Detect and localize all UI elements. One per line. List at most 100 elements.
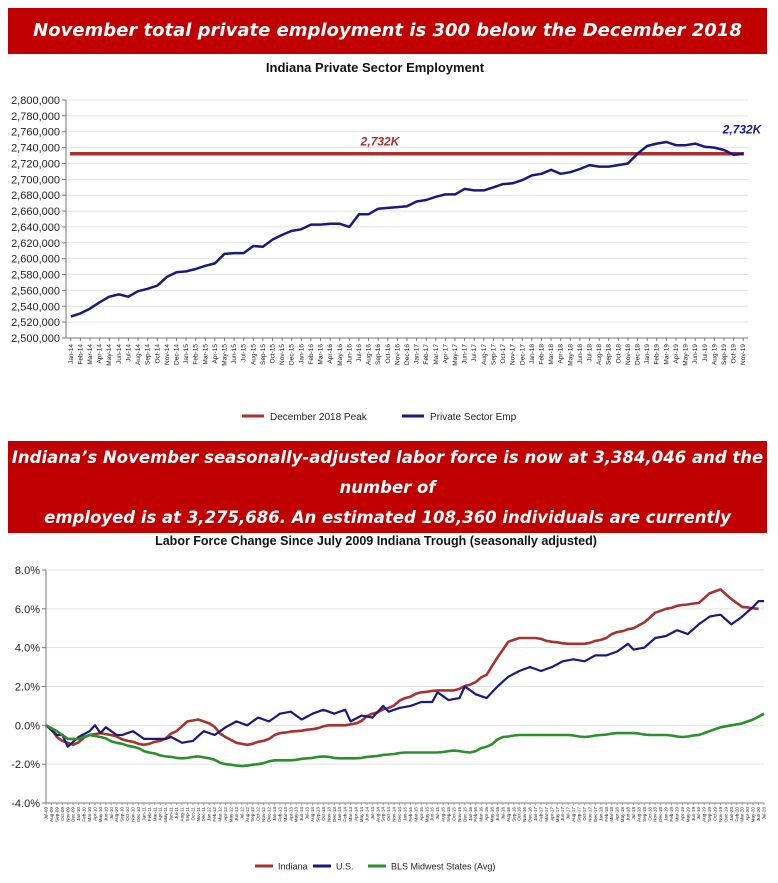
x-tick-label: Oct-19 [731, 344, 738, 364]
banner-line-3: and seeking employment. [267, 568, 508, 587]
x-tick-label: Aug-10 [114, 807, 119, 822]
x-tick-label: Jul-15 [435, 807, 440, 820]
x-tick-label: Apr-19 [680, 807, 685, 821]
x-tick-label: Nov-12 [261, 807, 266, 822]
x-tick-label: Nov-15 [279, 344, 286, 365]
x-tick-label: Jan-10 [76, 807, 81, 821]
x-tick-label: Jul-19 [702, 344, 709, 362]
x-tick-label: Sep-09 [54, 807, 59, 822]
x-tick-label: Jun-12 [234, 807, 239, 821]
x-tick-label: May-13 [294, 807, 299, 823]
x-tick-label: Dec-13 [332, 807, 337, 822]
x-tick-label: Aug-19 [711, 344, 718, 365]
x-tick-label: Aug-15 [441, 807, 446, 822]
x-tick-label: Dec-11 [201, 807, 206, 822]
x-tick-label: Nov-19 [718, 807, 723, 822]
x-tick-label: Dec-19 [723, 807, 728, 822]
x-tick-label: Jun-14 [116, 344, 123, 364]
x-tick-label: Jul-17 [566, 807, 571, 820]
x-tick-label: Dec-17 [593, 807, 598, 822]
x-tick-label: Aug-18 [636, 807, 641, 822]
x-tick-label: Nov-09 [65, 807, 70, 822]
x-tick-label: Sep-12 [250, 807, 255, 822]
x-tick-label: Oct-17 [500, 344, 507, 364]
x-tick-label: Dec-14 [397, 807, 402, 822]
series-line-u-s [45, 599, 764, 748]
x-tick-label: Mar-12 [218, 807, 223, 822]
x-tick-label: Mar-11 [152, 807, 157, 822]
x-tick-label: May-20 [751, 807, 756, 823]
x-tick-label: Sep-13 [315, 807, 320, 822]
x-tick-label: Apr-18 [615, 807, 620, 821]
chart-title: Indiana Private Sector Employment [266, 60, 485, 75]
y-tick-label: 2,760,000 [11, 127, 60, 139]
chart-title: Labor Force Change Since July 2009 India… [155, 534, 597, 548]
x-tick-label: Apr-20 [745, 807, 750, 821]
x-tick-label: Aug-12 [245, 807, 250, 822]
legend: Indiana U.S. BLS Midwest States (Avg) [255, 862, 495, 872]
y-tick-label: 2,680,000 [11, 190, 60, 202]
x-tick-label: Aug-13 [310, 807, 315, 822]
x-tick-label: Jan-17 [414, 344, 421, 364]
x-tick-label: Sep-16 [375, 344, 382, 365]
y-tick-label: 2,780,000 [11, 111, 60, 123]
x-tick-label: Jun-16 [495, 807, 500, 821]
y-tick-label: 2,540,000 [11, 301, 60, 313]
x-tick-label: Sep-16 [511, 807, 516, 822]
x-tick-label: Feb-16 [473, 807, 478, 822]
x-tick-label: Sep-17 [577, 807, 582, 822]
x-tick-label: May-14 [106, 344, 113, 366]
x-tick-label: May-11 [163, 807, 168, 822]
x-tick-label: Oct-17 [582, 807, 587, 821]
x-tick-label: Dec-15 [289, 344, 296, 365]
x-tick-label: Jun-18 [626, 807, 631, 821]
x-tick-label: Nov-16 [522, 807, 527, 822]
x-tick-label: Dec-16 [404, 344, 411, 365]
x-tick-label: Feb-18 [604, 807, 609, 822]
legend-label-private-sector-emp: Private Sector Emp [430, 412, 517, 423]
y-tick-label: 2,700,000 [11, 174, 60, 186]
x-tick-label: Apr-12 [223, 807, 228, 821]
x-tick-label: Mar-14 [87, 344, 94, 365]
x-tick-label: Oct-09 [60, 807, 65, 821]
x-tick-label: Jun-15 [430, 807, 435, 821]
banner-line-1: Indiana’s November seasonally-adjusted l… [11, 448, 764, 497]
x-tick-label: May-12 [228, 807, 233, 823]
y-tick-label: 2,740,000 [11, 143, 60, 155]
x-tick-label: Feb-14 [343, 807, 348, 822]
x-tick-label: Jul-09 [44, 807, 49, 820]
x-tick-label: Sep-10 [120, 807, 125, 822]
x-tick-label: Mar-13 [283, 807, 288, 822]
x-tick-label: May-19 [685, 807, 690, 823]
x-tick-label: May-10 [98, 807, 103, 823]
x-tick-label: Nov-11 [196, 807, 201, 822]
x-tick-label: May-16 [337, 344, 344, 366]
x-tick-label: Jul-11 [174, 807, 179, 820]
x-tick-label: Apr-14 [97, 344, 104, 364]
x-axis: Jan-14 Feb-14 Mar-14 Apr-14 May-14 Jun-14 Jul-… [66, 337, 748, 366]
y-tick-label: -4.0% [11, 798, 40, 810]
series-group [70, 140, 744, 318]
x-tick-label: Feb-12 [212, 807, 217, 822]
y-tick-label: 2,560,000 [11, 285, 60, 297]
x-tick-label: Jun-16 [346, 344, 353, 364]
x-tick-label: Feb-10 [82, 807, 87, 822]
x-tick-label: Feb-19 [669, 807, 674, 822]
x-tick-label: May-18 [567, 344, 574, 366]
x-tick-label: Jan-15 [403, 807, 408, 821]
x-tick-label: Apr-19 [673, 344, 680, 364]
x-tick-label: Apr-16 [484, 807, 489, 821]
x-tick-label: Sep-19 [707, 807, 712, 822]
x-tick-label: Mar-17 [433, 344, 440, 365]
x-tick-label: Dec-16 [528, 807, 533, 822]
x-tick-label: Aug-16 [506, 807, 511, 822]
x-tick-label: Dec-14 [173, 344, 180, 365]
x-tick-label: Nov-14 [392, 807, 397, 822]
x-tick-label: Sep-18 [642, 807, 647, 822]
x-tick-label: Feb-11 [147, 807, 152, 822]
x-tick-label: Aug-11 [179, 807, 184, 822]
y-tick-label: 2,720,000 [11, 158, 60, 170]
labor-force-change-chart: Labor Force Change Since July 2009 India… [11, 534, 766, 872]
x-tick-label: Apr-17 [549, 807, 554, 821]
x-tick-label: Oct-16 [385, 344, 392, 364]
